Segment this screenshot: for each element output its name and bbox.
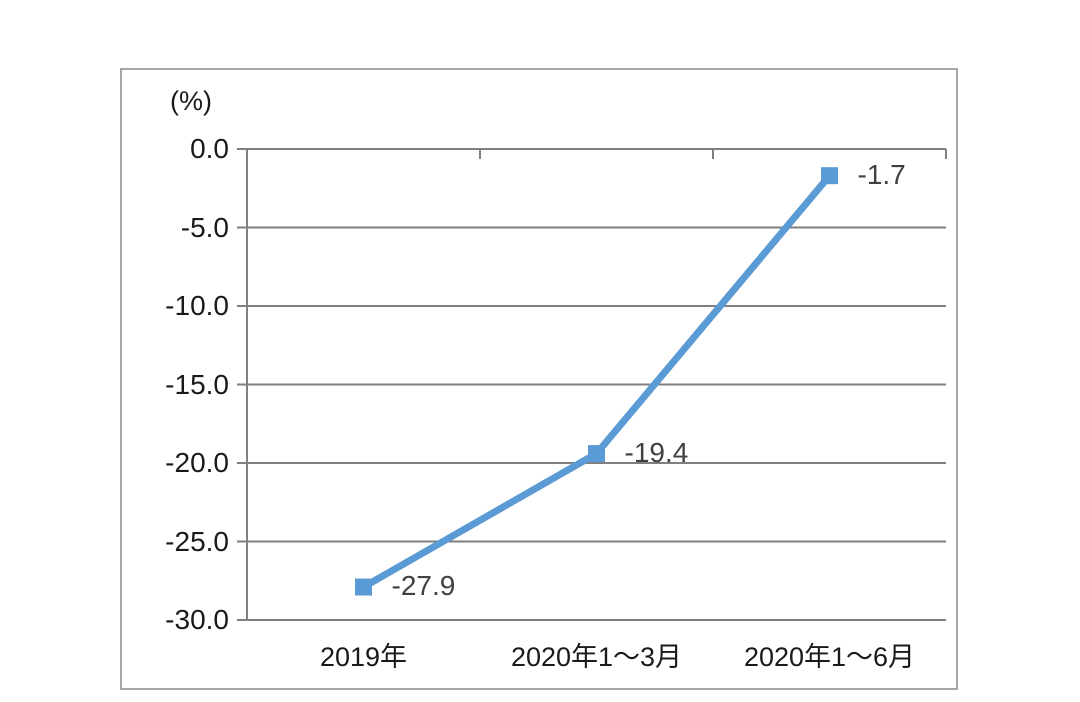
- x-axis-category-label: 2019年: [319, 642, 408, 672]
- data-point-marker: [588, 445, 605, 463]
- plot-svg: [237, 148, 947, 621]
- y-axis-tick-label: -20.0: [165, 447, 229, 478]
- y-axis-tick-label: -30.0: [165, 604, 229, 635]
- chart-frame: (%) 0.0 -5.0 -10.0 -15.0 -20.0 -25.0 -30.0 201…: [120, 68, 958, 690]
- x-axis-category-label: 2020年1～6月: [743, 642, 916, 672]
- y-axis-tick-label: -15.0: [165, 368, 229, 400]
- data-label: -1.7: [857, 158, 906, 190]
- data-label: -27.9: [391, 570, 456, 602]
- y-axis-unit-label: (%): [170, 86, 212, 116]
- data-label: -19.4: [624, 436, 689, 468]
- y-axis-tick-label: 0.0: [190, 133, 229, 164]
- x-axis-category-label: 2020年1～3月: [510, 642, 683, 672]
- series-line: [361, 173, 833, 591]
- data-point-marker: [355, 578, 372, 596]
- y-axis-tick-label: -25.0: [165, 525, 229, 557]
- y-axis-tick-label: -10.0: [165, 290, 229, 321]
- data-point-marker: [821, 167, 838, 185]
- y-axis-tick-label: -5.0: [180, 211, 229, 243]
